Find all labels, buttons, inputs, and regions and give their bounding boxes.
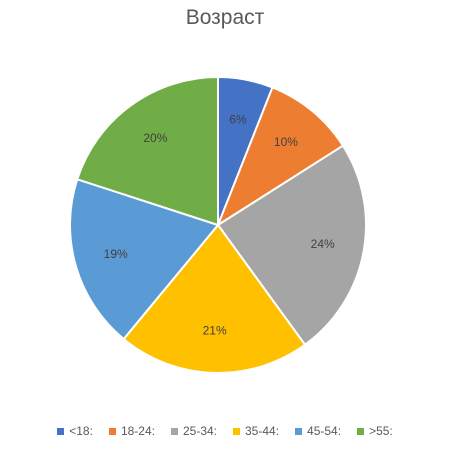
legend-label: 25-34: <box>182 424 217 438</box>
legend-item: 35-44: <box>233 424 279 438</box>
legend-item: >55: <box>357 424 393 438</box>
chart-title: Возраст <box>185 6 265 29</box>
legend-label: 35-44: <box>245 424 280 438</box>
slice-data-label: 20% <box>143 131 167 145</box>
legend-swatch <box>233 427 240 435</box>
legend-item: <18: <box>57 424 93 438</box>
legend-swatch <box>57 427 65 435</box>
slice-data-label: 19% <box>104 247 128 261</box>
slice-data-label: 10% <box>274 135 298 149</box>
pie-slice <box>215 86 345 228</box>
chart-legend: <18: 18-24: 25-34: 35-44: 45-54: >55: <box>0 424 450 438</box>
pie-slice <box>75 75 219 227</box>
legend-item: 25-34: <box>170 424 217 438</box>
legend-label: 18-24: <box>120 424 155 438</box>
legend-swatch <box>108 427 116 435</box>
pie-slice <box>122 223 307 374</box>
legend-swatch <box>170 427 178 435</box>
legend-label: <18: <box>69 424 93 438</box>
legend-label: >55: <box>369 424 393 438</box>
slice-data-label: 6% <box>229 112 247 126</box>
legend-item: 45-54: <box>295 424 341 438</box>
pie-slice <box>69 178 220 341</box>
legend-label: 45-54: <box>307 424 342 438</box>
legend-swatch <box>295 427 303 435</box>
slice-data-label: 24% <box>311 237 335 251</box>
slice-data-label: 21% <box>203 324 227 338</box>
pie-chart: 6% 10% 24% 21% 19% 20% <box>69 75 367 374</box>
legend-swatch <box>357 427 365 435</box>
pie-slice <box>216 144 367 347</box>
legend-item: 18-24: <box>108 424 155 438</box>
